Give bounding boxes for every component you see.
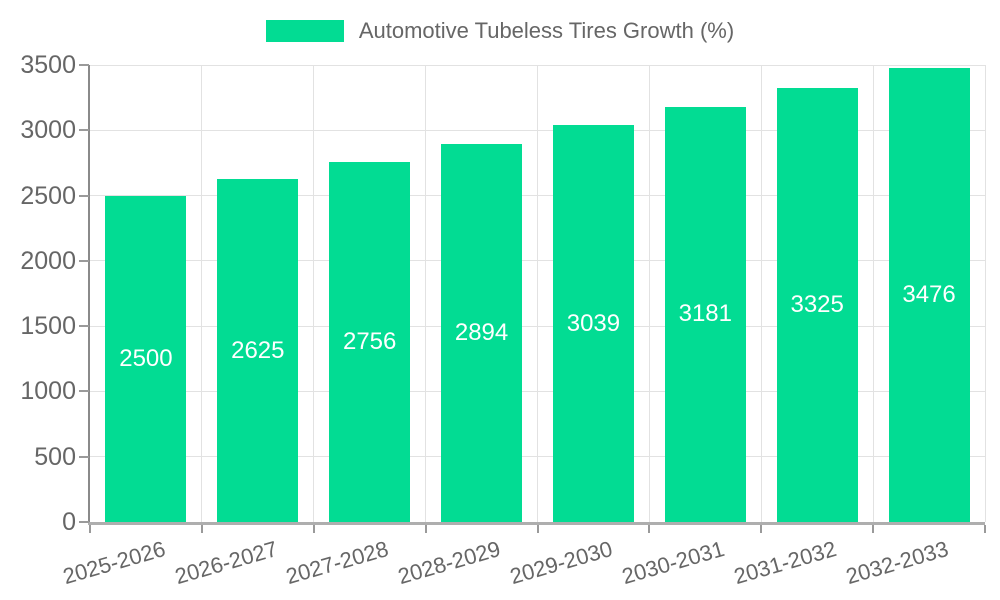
legend-label: Automotive Tubeless Tires Growth (%) xyxy=(358,18,735,43)
y-axis-tick-label: 2000 xyxy=(20,246,76,275)
x-axis-tick xyxy=(536,525,539,533)
y-axis-tick-label: 2500 xyxy=(20,181,76,210)
x-axis-label: 2028-2029 xyxy=(395,536,504,590)
y-axis-tick-label: 3000 xyxy=(20,116,76,145)
x-axis-label: 2025-2026 xyxy=(59,536,168,590)
x-axis-tick xyxy=(89,525,91,533)
v-gridline xyxy=(201,65,203,522)
x-axis-label: 2032-2033 xyxy=(842,536,951,590)
plot-area: 0 500 1000 1500 2000 2500 3000 3500 2500 2025-202… xyxy=(20,51,986,589)
bar[interactable] xyxy=(105,195,187,522)
x-axis-label: 2030-2031 xyxy=(619,536,728,590)
x-axis-tick xyxy=(312,525,315,533)
v-gridline xyxy=(872,65,874,522)
y-axis-tick-label: 0 xyxy=(62,508,76,536)
v-gridline xyxy=(425,65,427,522)
v-gridline xyxy=(313,65,315,522)
legend-swatch xyxy=(265,20,344,42)
x-axis-tick xyxy=(424,525,427,533)
bar[interactable] xyxy=(888,68,970,522)
x-axis-tick xyxy=(648,525,651,533)
v-gridline xyxy=(537,65,538,522)
y-axis-line xyxy=(88,65,90,525)
x-axis-tick xyxy=(984,525,986,533)
y-axis-tick-label: 3500 xyxy=(20,51,76,79)
v-gridline xyxy=(648,65,650,522)
y-axis-tick xyxy=(79,390,89,393)
x-axis-label: 2027-2028 xyxy=(283,536,392,590)
x-axis-tick xyxy=(872,525,875,533)
bar[interactable] xyxy=(552,125,634,522)
y-axis-tick-label: 1500 xyxy=(20,312,76,341)
y-axis-tick xyxy=(79,64,89,66)
bar[interactable] xyxy=(217,179,299,522)
y-axis-tick-label: 500 xyxy=(34,442,76,471)
y-axis-tick xyxy=(79,129,89,132)
y-axis-tick xyxy=(79,259,89,262)
x-axis-tick xyxy=(760,525,763,533)
bar[interactable] xyxy=(776,87,858,522)
v-gridline xyxy=(984,65,986,522)
y-axis-tick xyxy=(79,325,89,328)
y-axis-tick xyxy=(79,521,89,523)
x-axis-line xyxy=(88,522,985,525)
v-gridline xyxy=(760,65,762,522)
y-axis-tick xyxy=(79,194,89,197)
x-axis-tick xyxy=(200,525,203,533)
bar[interactable] xyxy=(329,162,411,522)
bar[interactable] xyxy=(441,144,523,522)
x-axis-label: 2029-2030 xyxy=(507,536,616,590)
y-axis-tick-label: 1000 xyxy=(20,377,76,406)
y-axis-tick xyxy=(79,455,89,458)
chart-legend[interactable]: Automotive Tubeless Tires Growth (%) xyxy=(0,18,1000,44)
x-axis-label: 2026-2027 xyxy=(171,536,280,590)
x-axis-label: 2031-2032 xyxy=(731,536,840,590)
bar[interactable] xyxy=(664,106,746,522)
